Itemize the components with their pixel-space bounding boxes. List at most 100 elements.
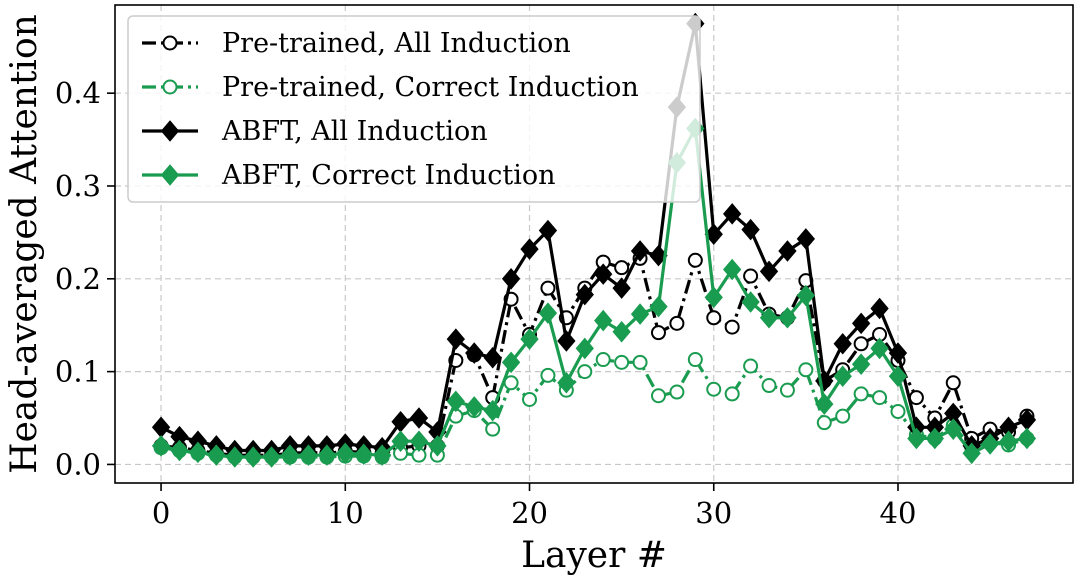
data-point	[851, 353, 871, 375]
data-point	[612, 320, 631, 343]
legend-label: Pre-trained, Correct Induction	[222, 72, 639, 103]
data-point	[151, 416, 171, 439]
x-tick-label: 30	[695, 496, 732, 530]
data-point	[595, 352, 611, 368]
legend: Pre-trained, All Induction Pre-trained, C…	[127, 15, 701, 203]
y-tick-label: 0.2	[55, 262, 101, 296]
data-point	[723, 258, 742, 281]
legend-item: ABFT, All Induction	[142, 116, 488, 147]
data-point	[577, 364, 593, 380]
data-point	[520, 328, 539, 350]
data-point	[501, 351, 521, 374]
data-point	[835, 408, 851, 424]
data-point	[354, 443, 373, 465]
data-point	[650, 325, 666, 341]
y-axis-ticks: 0.0 0.1 0.2 0.3 0.4	[55, 76, 115, 481]
data-point	[741, 218, 760, 241]
data-point	[409, 407, 429, 429]
data-point	[540, 367, 556, 383]
data-point	[188, 441, 208, 464]
data-point	[162, 35, 178, 51]
data-point	[391, 430, 410, 453]
data-point	[853, 386, 869, 402]
data-point	[687, 352, 703, 368]
series	[151, 12, 1037, 468]
data-point	[796, 284, 816, 307]
data-point	[244, 446, 263, 468]
data-point	[632, 354, 648, 370]
data-point	[853, 336, 869, 352]
data-point	[207, 444, 226, 466]
data-point	[945, 375, 961, 391]
data-point	[317, 444, 337, 466]
legend-label: ABFT, All Induction	[221, 116, 488, 147]
data-point	[833, 365, 852, 388]
data-point	[741, 291, 760, 313]
data-point	[614, 354, 630, 370]
data-point	[557, 371, 576, 394]
data-point	[336, 442, 355, 465]
data-point	[160, 120, 180, 142]
data-point	[815, 393, 834, 415]
data-point	[594, 309, 613, 332]
data-point	[483, 399, 502, 422]
x-tick-label: 20	[511, 496, 548, 530]
y-axis-label: Head-averaged Attention	[4, 14, 45, 474]
data-point	[796, 228, 816, 250]
data-point	[650, 388, 666, 404]
data-point	[669, 384, 685, 400]
data-point	[743, 268, 759, 284]
data-point	[446, 390, 465, 413]
data-point	[465, 342, 484, 364]
data-point	[944, 418, 963, 440]
legend-item: Pre-trained, Correct Induction	[142, 72, 639, 103]
data-point	[778, 307, 797, 329]
data-point	[759, 260, 779, 283]
plot-frame	[114, 4, 1074, 484]
axes: 0 10 20 30 40 0.0 0.1 0.2 0.3 0.4 Layer # Head-a…	[4, 4, 1074, 576]
data-point	[723, 203, 742, 225]
data-point	[299, 444, 318, 466]
data-point	[851, 312, 871, 335]
data-point	[485, 421, 501, 437]
data-point	[557, 330, 576, 352]
data-point	[540, 280, 556, 296]
data-point	[225, 446, 244, 468]
data-point	[501, 268, 521, 290]
data-point	[409, 430, 429, 453]
data-point	[907, 427, 926, 450]
data-point	[816, 415, 832, 431]
legend-item: Pre-trained, All Induction	[142, 28, 571, 59]
data-point	[522, 391, 538, 407]
x-axis-label: Layer #	[521, 535, 667, 576]
data-point	[743, 358, 759, 374]
data-point	[761, 378, 777, 394]
legend-label: ABFT, Correct Induction	[221, 160, 556, 191]
data-point	[151, 435, 171, 457]
legend-item: ABFT, Correct Induction	[142, 160, 556, 191]
data-point	[538, 219, 558, 242]
data-point	[908, 390, 924, 406]
data-point	[779, 382, 795, 398]
y-tick-label: 0.0	[55, 447, 101, 481]
legend-label: Pre-trained, All Induction	[222, 28, 571, 59]
data-point	[980, 433, 1000, 455]
data-point	[446, 328, 465, 350]
data-point	[162, 79, 178, 95]
legend-box	[127, 15, 701, 203]
data-point	[870, 297, 889, 320]
data-point	[890, 404, 906, 420]
data-point	[465, 396, 484, 418]
data-point	[706, 310, 722, 326]
x-tick-label: 10	[327, 496, 364, 530]
x-axis-ticks: 0 10 20 30 40	[152, 483, 916, 530]
data-point	[520, 238, 539, 260]
data-point	[160, 164, 180, 186]
data-point	[428, 435, 447, 457]
data-point	[999, 430, 1018, 453]
data-point	[888, 342, 908, 364]
data-point	[630, 303, 650, 325]
data-point	[706, 381, 722, 397]
